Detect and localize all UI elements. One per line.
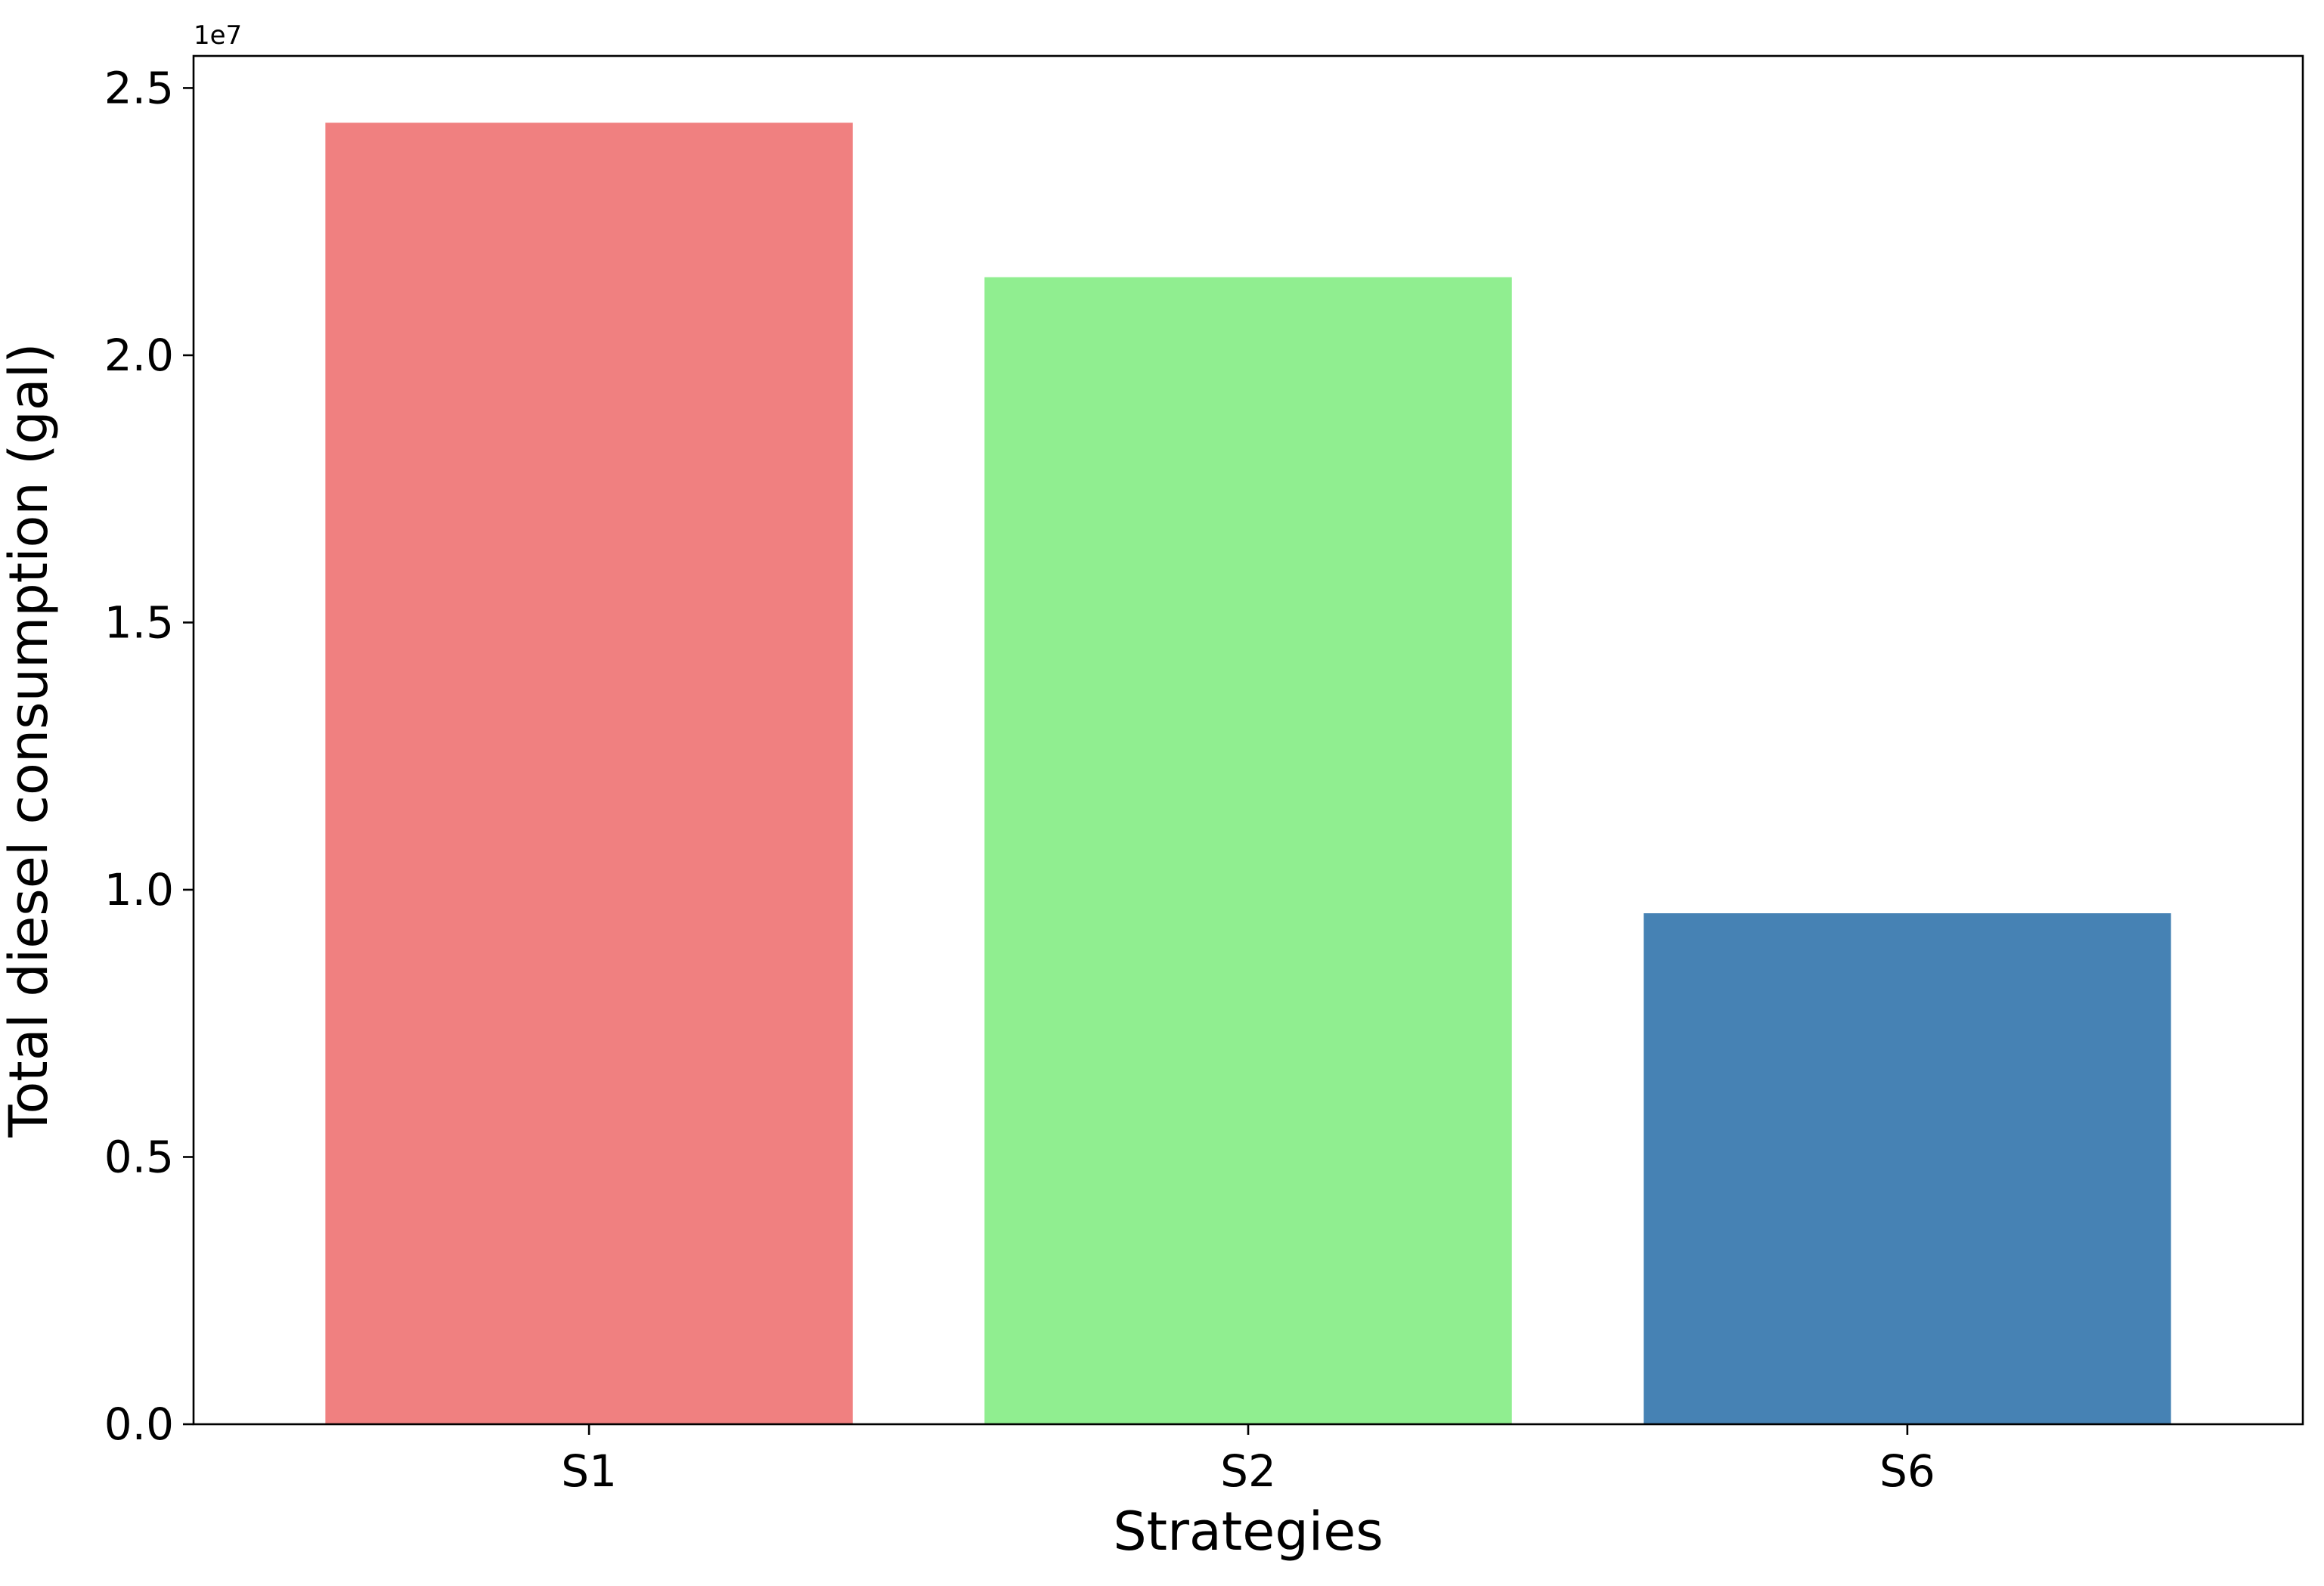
y-axis-label: Total diesel consumption (gal) bbox=[0, 343, 60, 1138]
y-tick-label: 1.0 bbox=[104, 864, 174, 915]
y-tick-label: 1.5 bbox=[104, 596, 174, 648]
bar-s2 bbox=[984, 277, 1512, 1424]
y-tick-label: 2.5 bbox=[104, 62, 174, 113]
x-axis-ticks: S1 S2 S6 bbox=[561, 1424, 1935, 1497]
x-tick-label: S1 bbox=[561, 1445, 617, 1497]
bars-group bbox=[325, 122, 2171, 1424]
y-tick-label: 0.0 bbox=[104, 1399, 174, 1450]
bar-s1 bbox=[325, 122, 853, 1424]
y-axis-ticks: 0.0 0.5 1.0 1.5 2.0 2.5 bbox=[104, 62, 194, 1450]
plot-frame bbox=[192, 54, 2304, 1426]
y-axis-offset-label: 1e7 bbox=[194, 20, 242, 51]
x-axis-label: Strategies bbox=[1113, 1501, 1384, 1563]
x-tick-label: S6 bbox=[1879, 1445, 1935, 1497]
bar-s6 bbox=[1644, 913, 2171, 1424]
y-tick-label: 2.0 bbox=[104, 330, 174, 381]
x-tick-label: S2 bbox=[1220, 1445, 1276, 1497]
y-tick-label: 0.5 bbox=[104, 1131, 174, 1182]
